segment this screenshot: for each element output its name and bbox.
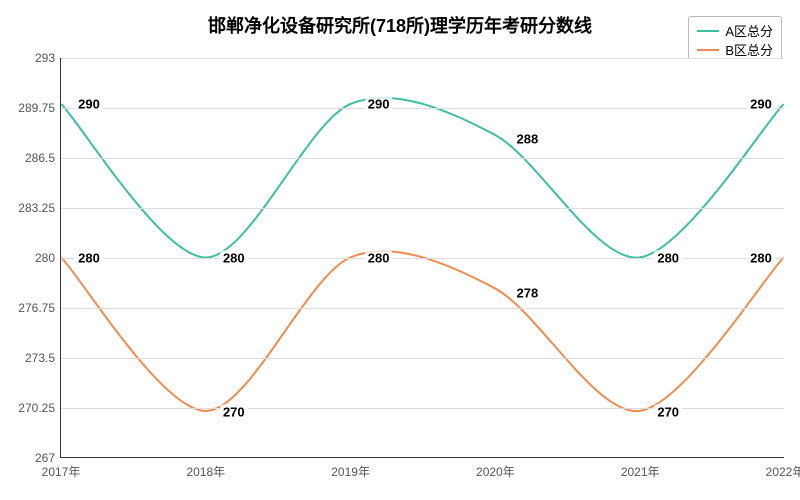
point-label: 278 <box>514 285 542 300</box>
y-tick-label: 286.5 <box>25 151 61 165</box>
y-tick-label: 276.75 <box>18 301 61 315</box>
legend: A区总分 B区总分 <box>688 16 782 64</box>
legend-item: A区总分 <box>697 21 773 40</box>
point-label: 280 <box>365 251 393 266</box>
point-label: 270 <box>654 404 682 419</box>
y-tick-label: 280 <box>35 251 61 265</box>
y-tick-label: 289.75 <box>18 101 61 115</box>
x-tick-label: 2021年 <box>621 457 660 480</box>
point-label: 270 <box>220 404 248 419</box>
x-tick-label: 2022年 <box>766 457 800 480</box>
legend-swatch-a <box>697 30 719 32</box>
legend-label: B区总分 <box>725 40 773 59</box>
gridline <box>61 58 784 59</box>
x-tick-label: 2019年 <box>331 457 370 480</box>
point-label: 280 <box>75 251 103 266</box>
gridline <box>61 158 784 159</box>
gridline <box>61 208 784 209</box>
point-label: 280 <box>654 251 682 266</box>
legend-label: A区总分 <box>725 21 773 40</box>
y-tick-label: 270.25 <box>18 401 61 415</box>
point-label: 290 <box>365 97 393 112</box>
plot-area: 267270.25273.5276.75280283.25286.5289.75… <box>60 58 784 458</box>
gridline <box>61 358 784 359</box>
point-label: 280 <box>747 251 775 266</box>
legend-swatch-b <box>697 49 719 51</box>
series-line <box>61 251 783 411</box>
y-tick-label: 283.25 <box>18 201 61 215</box>
y-tick-label: 293 <box>35 51 61 65</box>
gridline <box>61 308 784 309</box>
point-label: 290 <box>75 97 103 112</box>
legend-item: B区总分 <box>697 40 773 59</box>
chart-container: 邯郸净化设备研究所(718所)理学历年考研分数线 A区总分 B区总分 26727… <box>0 0 800 500</box>
point-label: 290 <box>747 97 775 112</box>
series-line <box>61 98 783 258</box>
chart-title: 邯郸净化设备研究所(718所)理学历年考研分数线 <box>0 12 800 38</box>
point-label: 288 <box>514 131 542 146</box>
x-tick-label: 2020年 <box>476 457 515 480</box>
gridline <box>61 108 784 109</box>
point-label: 280 <box>220 251 248 266</box>
y-tick-label: 273.5 <box>25 351 61 365</box>
x-tick-label: 2017年 <box>42 457 81 480</box>
x-tick-label: 2018年 <box>186 457 225 480</box>
